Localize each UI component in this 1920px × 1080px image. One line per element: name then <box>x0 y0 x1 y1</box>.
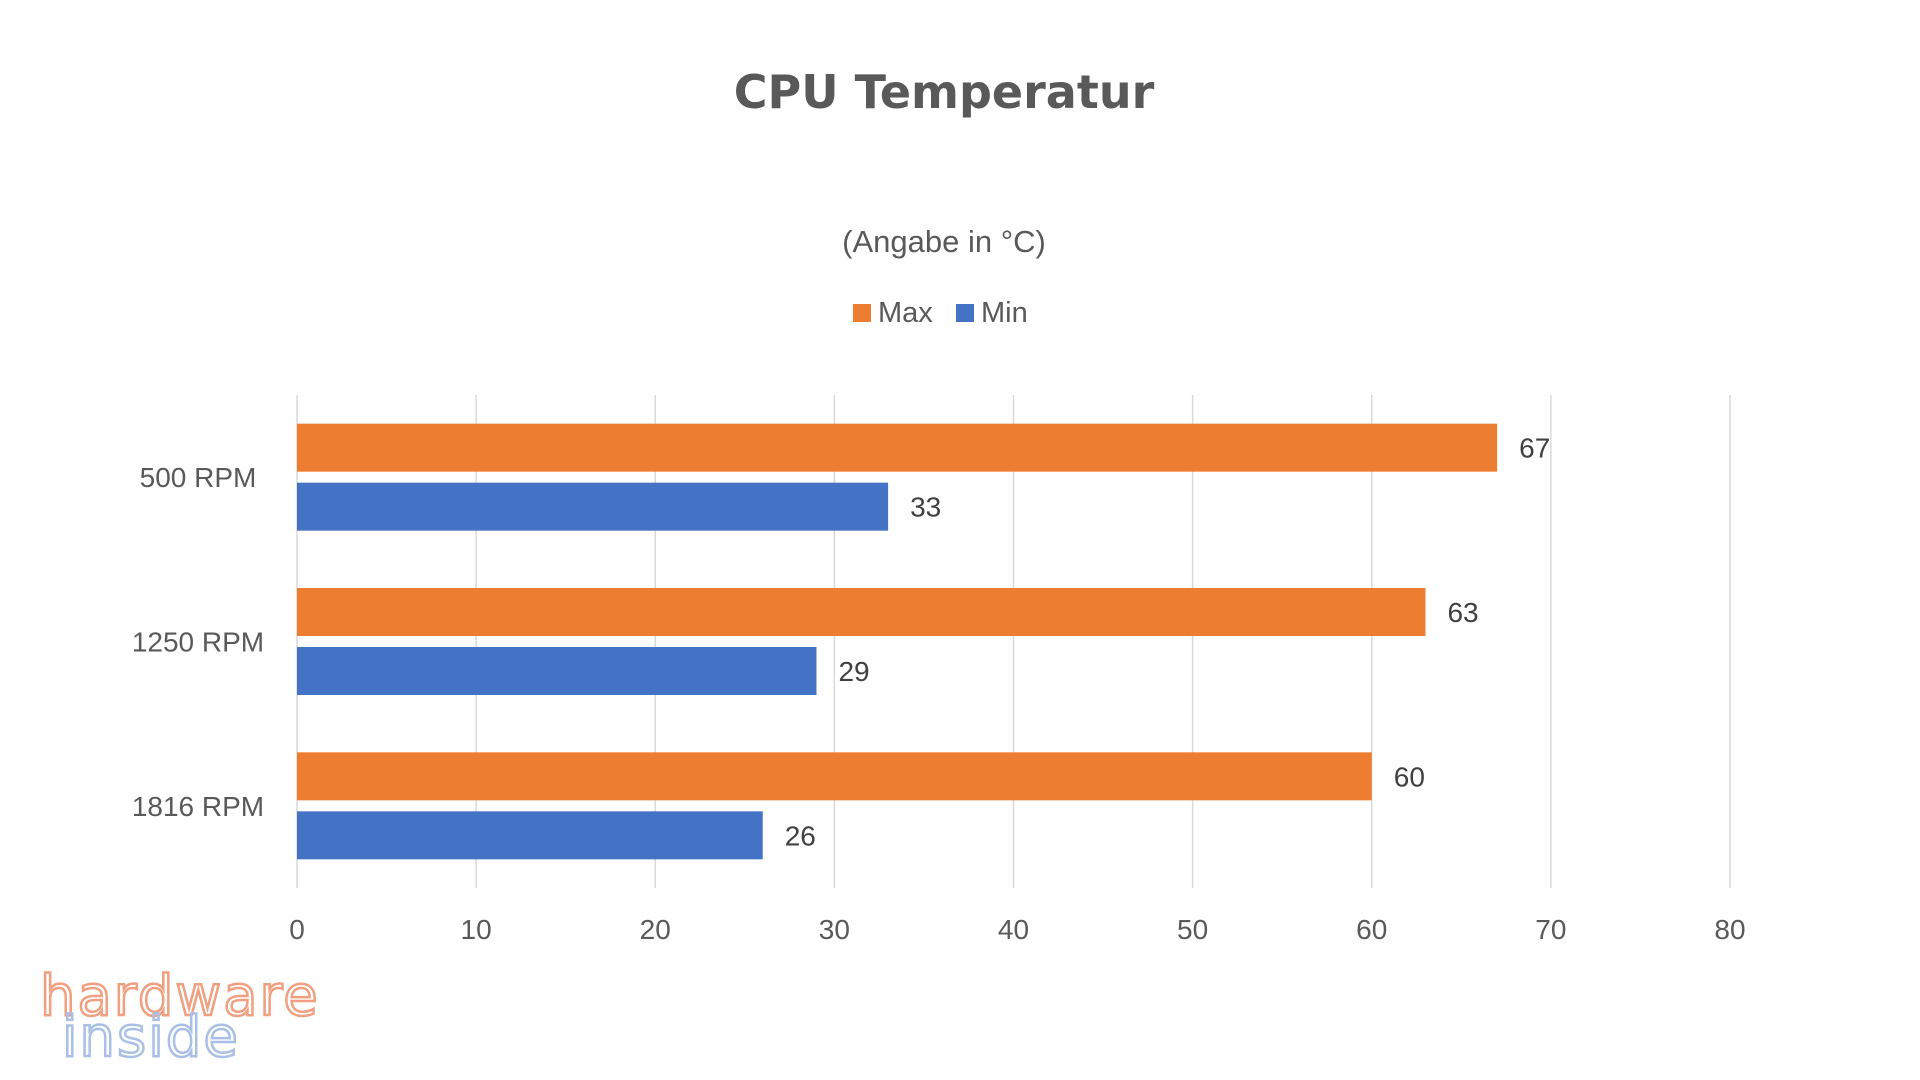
bars: 67 33 63 29 60 26 <box>297 423 1550 860</box>
data-label: 33 <box>910 492 941 523</box>
legend-label: Max <box>878 297 933 329</box>
x-axis-ticks: 0 10 20 30 40 50 60 70 80 <box>289 914 1745 945</box>
data-label: 60 <box>1394 761 1425 792</box>
x-tick-label: 80 <box>1714 914 1745 945</box>
y-axis-categories: 500 RPM 1250 RPM 1816 RPM <box>132 462 264 822</box>
x-tick-label: 40 <box>998 914 1029 945</box>
x-tick-label: 50 <box>1177 914 1208 945</box>
x-tick-label: 10 <box>461 914 492 945</box>
x-tick-label: 30 <box>819 914 850 945</box>
bar-max <box>297 423 1498 472</box>
data-label: 29 <box>838 656 869 687</box>
x-tick-label: 70 <box>1535 914 1566 945</box>
legend-swatch <box>853 304 871 322</box>
x-tick-label: 60 <box>1356 914 1387 945</box>
bar-min <box>297 811 763 860</box>
legend-swatch <box>956 304 974 322</box>
grid-lines <box>296 395 1731 888</box>
legend: Max Min <box>853 297 1028 329</box>
watermark-line-1: hardware <box>40 964 320 1029</box>
data-label: 67 <box>1519 433 1550 464</box>
bar-max <box>297 588 1426 636</box>
bar-min <box>297 647 817 695</box>
x-tick-label: 0 <box>289 914 305 945</box>
bar-max <box>297 752 1372 801</box>
category-label: 1250 RPM <box>132 627 264 658</box>
legend-label: Min <box>981 297 1028 329</box>
chart-subtitle: (Angabe in °C) <box>842 224 1046 259</box>
x-tick-label: 20 <box>640 914 671 945</box>
category-label: 1816 RPM <box>132 791 264 822</box>
chart-title: CPU Temperatur <box>734 65 1155 119</box>
data-label: 26 <box>785 820 816 851</box>
watermark-line-2: inside <box>62 1005 240 1070</box>
bar-min <box>297 482 889 531</box>
watermark-logo: hardware inside <box>39 963 320 1072</box>
data-label: 63 <box>1447 597 1478 628</box>
category-label: 500 RPM <box>140 462 257 493</box>
